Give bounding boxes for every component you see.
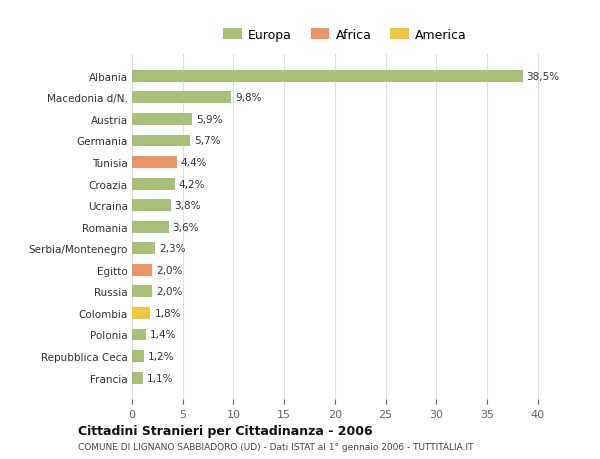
Text: 1,8%: 1,8% [154, 308, 181, 318]
Text: 2,3%: 2,3% [160, 244, 186, 254]
Bar [132, 243, 155, 255]
Text: COMUNE DI LIGNANO SABBIADORO (UD) - Dati ISTAT al 1° gennaio 2006 - TUTTITALIA.I: COMUNE DI LIGNANO SABBIADORO (UD) - Dati… [78, 442, 473, 451]
Bar [132, 286, 152, 297]
Bar [132, 135, 190, 147]
Bar [132, 329, 146, 341]
Text: 5,7%: 5,7% [194, 136, 220, 146]
Text: 1,2%: 1,2% [148, 351, 175, 361]
Legend: Europa, Africa, America: Europa, Africa, America [223, 29, 467, 42]
Text: 3,8%: 3,8% [175, 201, 201, 211]
Text: 1,1%: 1,1% [147, 373, 174, 383]
Bar [132, 308, 150, 319]
Bar [132, 178, 175, 190]
Text: 5,9%: 5,9% [196, 115, 223, 125]
Bar [132, 157, 176, 168]
Text: 38,5%: 38,5% [527, 72, 560, 82]
Text: 2,0%: 2,0% [157, 287, 183, 297]
Text: 4,4%: 4,4% [181, 158, 207, 168]
Bar [132, 71, 523, 83]
Text: 9,8%: 9,8% [235, 93, 262, 103]
Bar [132, 200, 170, 212]
Bar [132, 114, 192, 126]
Text: 2,0%: 2,0% [157, 265, 183, 275]
Bar [132, 92, 232, 104]
Text: 4,2%: 4,2% [179, 179, 205, 189]
Bar [132, 350, 144, 362]
Bar [132, 264, 152, 276]
Text: 1,4%: 1,4% [150, 330, 177, 340]
Text: 3,6%: 3,6% [173, 222, 199, 232]
Bar [132, 372, 143, 384]
Text: Cittadini Stranieri per Cittadinanza - 2006: Cittadini Stranieri per Cittadinanza - 2… [78, 424, 373, 437]
Bar [132, 221, 169, 233]
